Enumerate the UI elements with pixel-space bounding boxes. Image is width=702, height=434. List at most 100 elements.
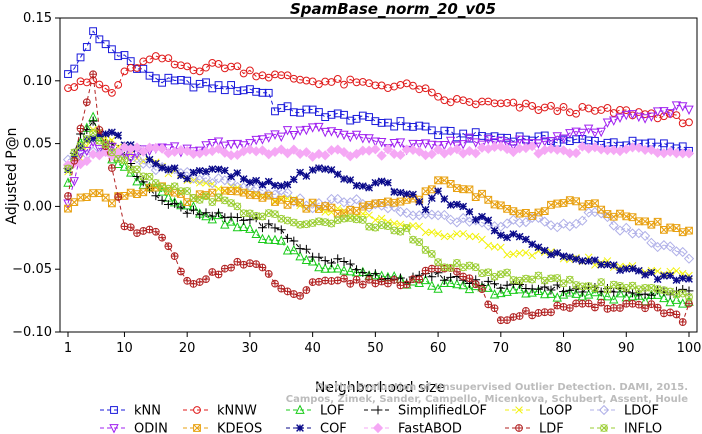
point-odin — [94, 145, 105, 155]
point-ldof — [414, 210, 425, 221]
point-ldf — [584, 299, 593, 308]
x-tick-label: 50 — [367, 341, 384, 356]
point-odin — [540, 137, 550, 147]
point-inflo — [358, 216, 367, 224]
point-knnw — [427, 88, 436, 97]
point-inflo — [496, 270, 505, 279]
point-odin — [508, 141, 519, 151]
point-odin — [220, 141, 230, 152]
point-kdeos — [377, 199, 386, 207]
point-knnw — [446, 98, 455, 107]
point-cof — [459, 202, 468, 211]
point-kdeos — [271, 198, 279, 206]
point-cof — [409, 190, 417, 199]
point-ldf — [340, 274, 348, 283]
point-ldof — [577, 215, 588, 226]
point-odin — [652, 107, 663, 117]
series-inflo — [64, 129, 693, 301]
point-knnw — [528, 102, 537, 110]
point-simplifiedlof — [546, 285, 556, 295]
point-ldof — [545, 220, 557, 231]
point-cof — [371, 178, 380, 187]
point-lof — [420, 274, 431, 285]
point-ldf — [465, 274, 474, 283]
point-inflo — [390, 226, 399, 235]
point-lof — [232, 221, 243, 232]
point-lof — [452, 278, 462, 289]
point-odin — [169, 142, 180, 152]
point-ldf — [396, 281, 405, 290]
point-kdeos — [289, 197, 298, 205]
point-cof — [685, 275, 693, 283]
point-fastabod — [156, 143, 168, 154]
point-ldf — [390, 276, 399, 284]
point-ldf — [82, 98, 91, 107]
point-simplifiedlof — [628, 288, 637, 298]
point-loop — [390, 219, 398, 228]
point-cof — [189, 168, 198, 177]
point-lof — [483, 282, 493, 292]
point-simplifiedlof — [496, 283, 506, 293]
point-ldf — [515, 312, 524, 320]
point-ldf — [672, 310, 681, 319]
point-lof — [540, 288, 550, 299]
point-ldf — [183, 276, 192, 285]
point-inflo — [446, 264, 455, 272]
point-lof — [132, 176, 142, 186]
point-ldf — [647, 300, 656, 308]
point-simplifiedlof — [207, 211, 217, 221]
y-tick-label: 0.10 — [23, 74, 52, 89]
point-inflo — [396, 227, 405, 236]
point-knnw — [108, 88, 116, 97]
point-cof — [415, 197, 424, 206]
point-loop — [359, 210, 367, 218]
point-kdeos — [597, 205, 606, 214]
y-tick-label: 0.00 — [23, 199, 52, 214]
point-fastabod — [320, 150, 331, 161]
point-knn — [89, 27, 97, 36]
x-tick-label: 80 — [555, 341, 572, 356]
point-loop — [440, 232, 449, 241]
point-simplifiedlof — [276, 225, 286, 235]
point-ldof — [608, 220, 619, 231]
point-inflo — [327, 219, 336, 228]
point-knnw — [239, 69, 248, 78]
point-lof — [571, 288, 581, 298]
point-lof — [157, 186, 167, 196]
point-kdeos — [647, 220, 656, 229]
legend-item-ldof: LDOF — [590, 404, 659, 419]
point-cof — [446, 201, 455, 209]
point-lof — [552, 292, 562, 302]
point-loop — [396, 220, 405, 229]
point-inflo — [565, 275, 574, 284]
point-ldof — [401, 207, 412, 218]
x-axis-label: Neighborhood size — [315, 380, 445, 396]
point-knn — [214, 81, 223, 89]
point-ldof — [621, 222, 632, 233]
point-kdeos — [446, 179, 455, 188]
point-odin — [207, 139, 217, 149]
series-lof — [63, 111, 694, 308]
point-cof — [509, 230, 518, 238]
legend-marker-kdeos — [193, 424, 201, 432]
point-cof — [427, 194, 436, 203]
point-odin — [370, 137, 381, 147]
point-lof — [339, 265, 349, 275]
point-odin — [502, 139, 512, 149]
point-cof — [553, 249, 562, 257]
point-kdeos — [522, 208, 530, 217]
point-ldf — [233, 257, 242, 266]
watermark-line-2: Campos, Zimek, Sander, Campello, Micenko… — [286, 394, 688, 405]
point-cof — [396, 188, 405, 197]
point-cof — [296, 168, 304, 177]
point-fastabod — [608, 144, 619, 156]
legend-marker-odin — [109, 424, 119, 434]
point-inflo — [340, 214, 348, 223]
point-odin — [389, 138, 399, 149]
point-knnw — [578, 102, 587, 111]
point-lof — [301, 254, 312, 265]
point-ldf — [289, 290, 298, 298]
point-odin — [126, 154, 136, 164]
point-cof — [666, 271, 675, 280]
point-ldf — [139, 227, 148, 235]
